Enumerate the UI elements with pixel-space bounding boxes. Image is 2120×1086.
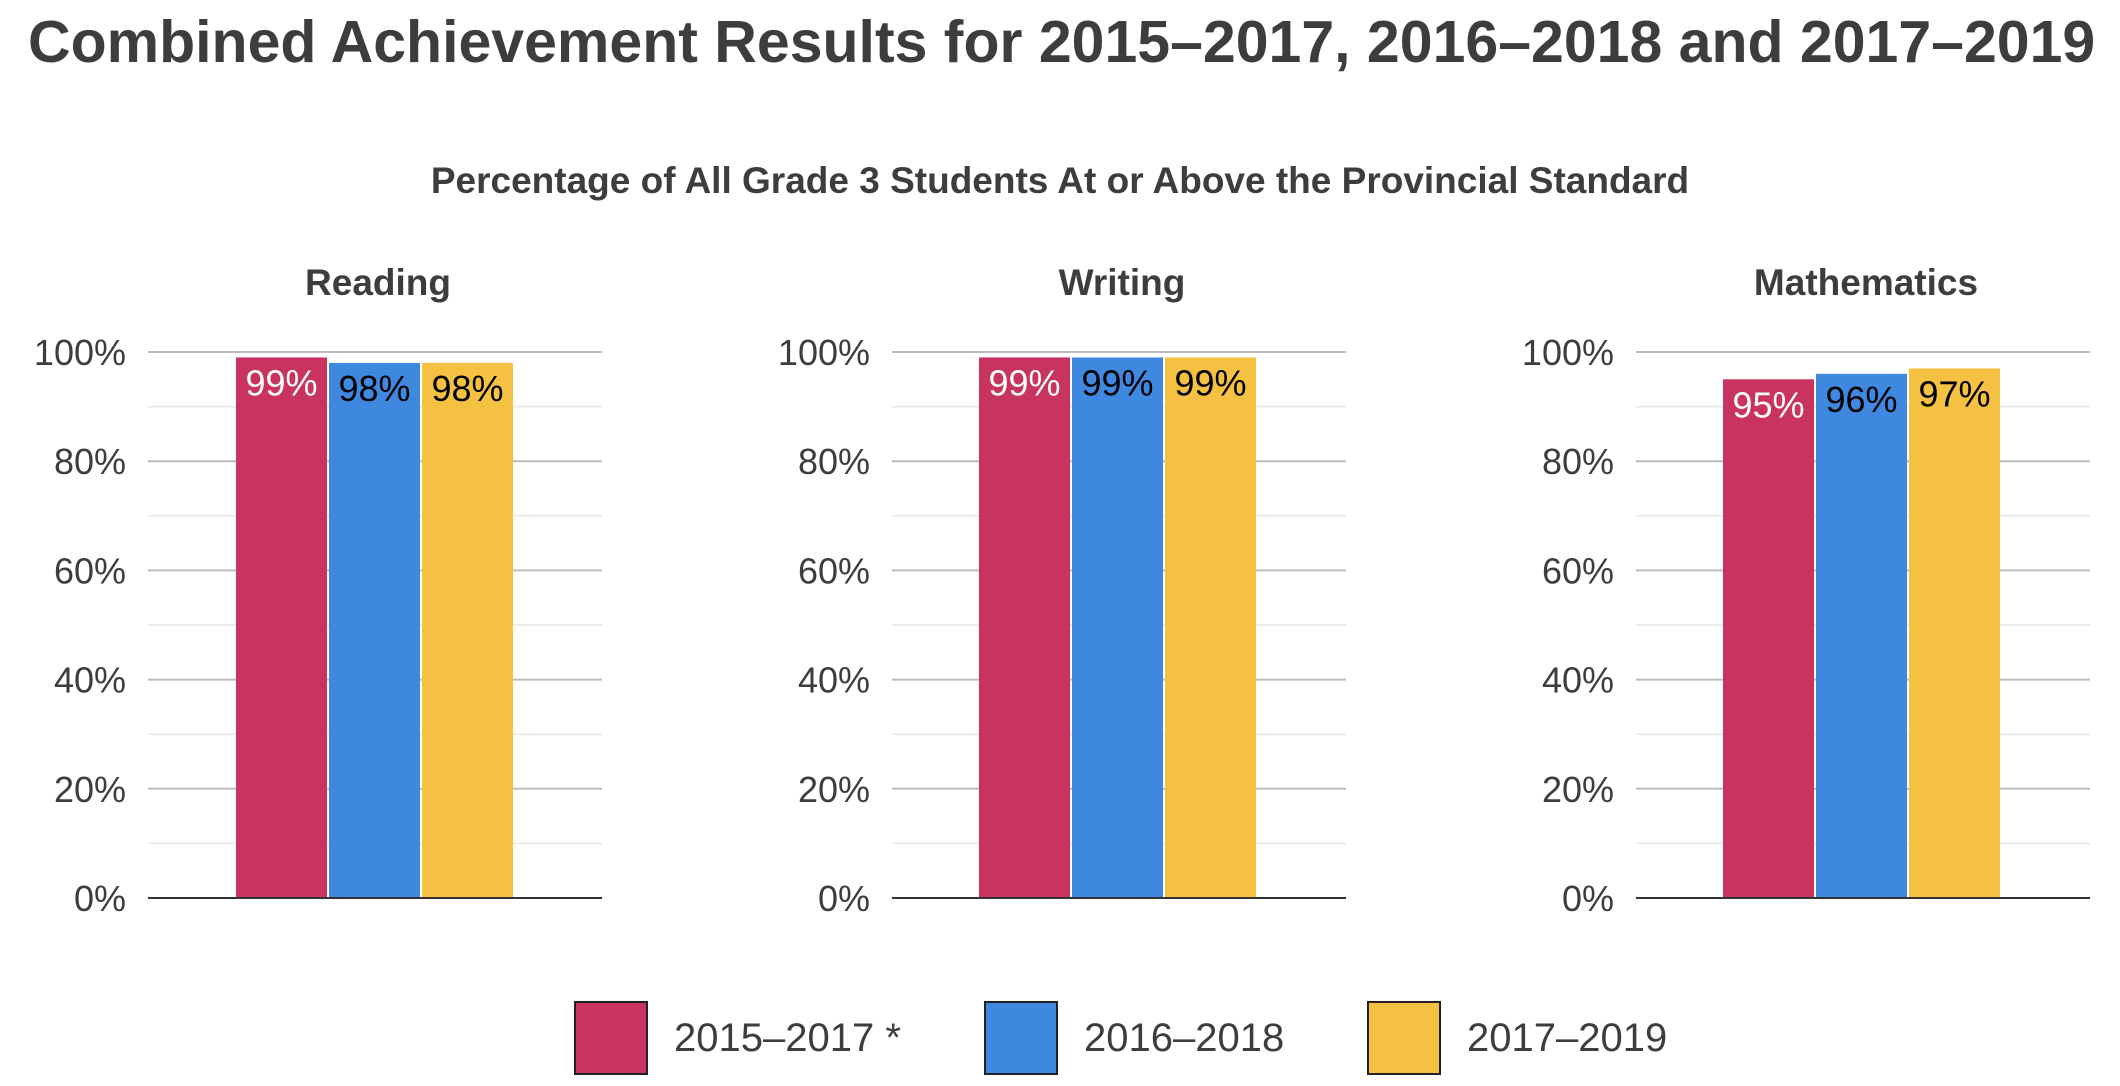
y-tick-label: 60% <box>1542 550 1614 591</box>
y-tick-label: 0% <box>74 878 126 919</box>
y-tick-label: 20% <box>798 769 870 810</box>
y-tick-label: 100% <box>34 332 126 373</box>
chart-title-reading: Reading <box>305 262 451 303</box>
legend-label-2017-2019: 2017–2019 <box>1467 1016 1668 1060</box>
chart-title-mathematics: Mathematics <box>1754 262 1978 303</box>
y-tick-label: 80% <box>798 441 870 482</box>
bar-reading-series-1 <box>236 357 327 899</box>
bar-mathematics-series-1 <box>1723 379 1814 898</box>
y-tick-label: 100% <box>1522 332 1614 373</box>
legend-swatch-2017-2019 <box>1367 1001 1441 1075</box>
bar-mathematics-series-3 <box>1909 368 2000 898</box>
legend-label-2016-2018: 2016–2018 <box>1084 1016 1285 1060</box>
y-tick-label: 0% <box>818 878 870 919</box>
bar-reading-series-3 <box>422 362 513 898</box>
y-tick-label: 20% <box>54 769 126 810</box>
chart-subtitle: Percentage of All Grade 3 Students At or… <box>430 160 1690 201</box>
data-label-mathematics-series-3: 97% <box>1918 373 1990 414</box>
page-title: Combined Achievement Results for 2015–20… <box>28 9 2096 75</box>
bar-writing-series-1 <box>979 357 1070 899</box>
data-label-reading-series-1: 99% <box>245 362 317 403</box>
y-tick-label: 0% <box>1562 878 1614 919</box>
y-tick-label: 60% <box>798 550 870 591</box>
data-label-writing-series-1: 99% <box>988 362 1060 403</box>
y-tick-label: 40% <box>798 660 870 701</box>
legend-label-2015-2017: 2015–2017 * <box>674 1016 901 1060</box>
legend-swatch-2016-2018 <box>984 1001 1058 1075</box>
y-tick-label: 80% <box>54 441 126 482</box>
bar-writing-series-3 <box>1165 357 1256 899</box>
data-label-mathematics-series-1: 95% <box>1732 384 1804 425</box>
y-tick-label: 100% <box>778 332 870 373</box>
chart-title-writing: Writing <box>1059 262 1186 303</box>
data-label-reading-series-2: 98% <box>338 368 410 409</box>
legend: 2015–2017 * 2016–2018 2017–2019 <box>0 998 2120 1078</box>
data-label-reading-series-3: 98% <box>431 368 503 409</box>
bar-writing-series-2 <box>1072 357 1163 899</box>
y-tick-label: 60% <box>54 550 126 591</box>
y-tick-label: 80% <box>1542 441 1614 482</box>
y-tick-label: 40% <box>54 660 126 701</box>
data-label-writing-series-2: 99% <box>1081 362 1153 403</box>
legend-swatch-2015-2017 <box>574 1001 648 1075</box>
data-label-writing-series-3: 99% <box>1174 362 1246 403</box>
bar-reading-series-2 <box>329 362 420 898</box>
bar-mathematics-series-2 <box>1816 373 1907 899</box>
y-tick-label: 20% <box>1542 769 1614 810</box>
data-label-mathematics-series-2: 96% <box>1825 379 1897 420</box>
y-tick-label: 40% <box>1542 660 1614 701</box>
